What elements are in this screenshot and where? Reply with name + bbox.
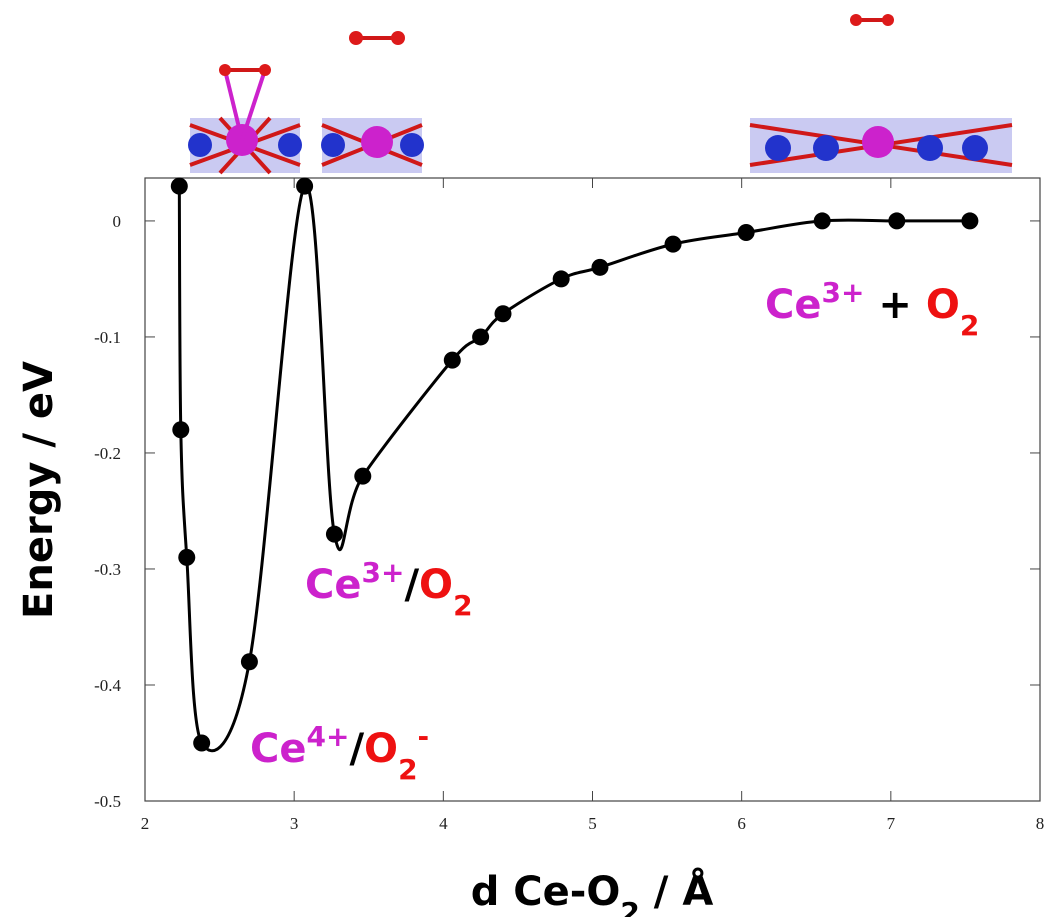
chart: 0 -0.1 -0.2 -0.3 -0.4 -0.5 2 3 4 5 6 7 8 Energy / eV d… [0, 0, 1049, 917]
annotation: Ce3+ + O2 [765, 276, 979, 342]
data-point [738, 224, 755, 241]
text-part: d Ce-O [471, 869, 621, 915]
structure-illustrations [188, 14, 1012, 173]
text-part: O [419, 562, 453, 608]
text-part: 2 [398, 753, 417, 786]
data-point [241, 653, 258, 670]
data-point [553, 270, 570, 287]
x-tick-label: 5 [588, 814, 597, 833]
data-point [814, 212, 831, 229]
text-part: 3+ [821, 276, 864, 309]
data-line [179, 185, 970, 751]
text-part: + [864, 282, 925, 328]
x-tick-label: 8 [1036, 814, 1045, 833]
text-part: O [926, 282, 960, 328]
data-point [495, 305, 512, 322]
text-part: 3+ [361, 556, 404, 589]
data-point [172, 421, 189, 438]
data-point [193, 734, 210, 751]
text-part: Ce [250, 726, 306, 772]
x-tick-label: 2 [141, 814, 150, 833]
text-part: Ce [305, 562, 361, 608]
x-axis-title: d Ce-O2 / Å [471, 866, 714, 917]
text-part: O [364, 726, 398, 772]
data-point [888, 212, 905, 229]
data-point [171, 178, 188, 195]
y-axis-title: Energy / eV [16, 361, 62, 619]
y-tick-label: -0.4 [94, 676, 121, 695]
data-point [354, 468, 371, 485]
y-tick-label: -0.2 [94, 444, 121, 463]
plot-frame [145, 178, 1040, 801]
slab-adsorbed [188, 64, 302, 173]
x-tick-label: 3 [290, 814, 299, 833]
data-point [961, 212, 978, 229]
data-point [591, 259, 608, 276]
data-point [472, 328, 489, 345]
slab-physisorbed [321, 31, 424, 173]
data-point [326, 526, 343, 543]
text-part: / Å [640, 866, 713, 915]
x-tick-label: 6 [737, 814, 746, 833]
text-part: 2 [453, 589, 472, 622]
text-part: 2 [620, 896, 639, 917]
y-tick-label: -0.5 [94, 792, 121, 811]
text-part: 2 [960, 309, 979, 342]
x-tick-label: 7 [887, 814, 896, 833]
annotation: Ce4+/O2- [250, 720, 429, 786]
text-part: - [418, 720, 430, 753]
annotation: Ce3+/O2 [305, 556, 473, 622]
y-tick-label: -0.3 [94, 560, 121, 579]
text-part: / [349, 726, 364, 772]
y-tick-label: -0.1 [94, 328, 121, 347]
text-part: Ce [765, 282, 821, 328]
y-tick-label: 0 [113, 212, 122, 231]
data-point [296, 178, 313, 195]
x-tick-label: 4 [439, 814, 448, 833]
text-part: / [404, 562, 419, 608]
slab-desorbed [750, 14, 1012, 173]
data-point [665, 236, 682, 253]
data-point [444, 352, 461, 369]
data-point [178, 549, 195, 566]
text-part: 4+ [306, 720, 349, 753]
